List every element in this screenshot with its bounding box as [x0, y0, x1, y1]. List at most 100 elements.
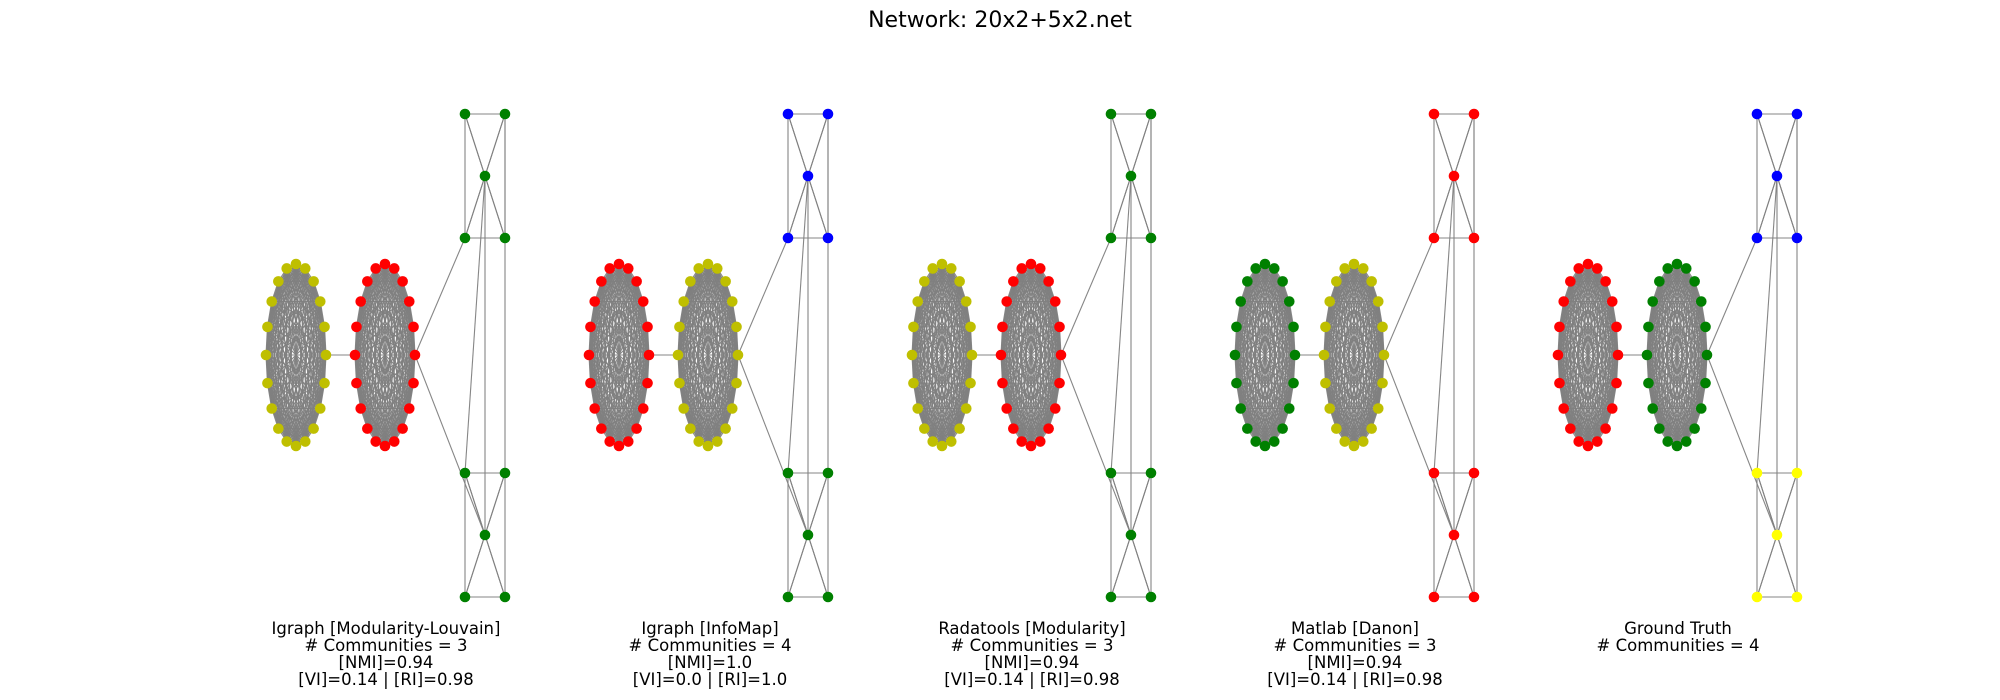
- node-clique-b: [1331, 423, 1342, 434]
- edge: [1234, 354, 1266, 447]
- edge: [932, 268, 973, 356]
- node-top-group: [782, 108, 794, 120]
- node-clique-a: [1573, 436, 1585, 447]
- edge: [1021, 268, 1041, 442]
- edge: [375, 268, 386, 447]
- edge: [698, 268, 709, 447]
- node-clique-b: [702, 440, 714, 452]
- edge: [677, 281, 691, 356]
- edge: [1255, 268, 1266, 447]
- edge: [677, 354, 709, 447]
- edge: [1776, 175, 1798, 239]
- node-clique-b: [1055, 349, 1067, 361]
- edge: [1255, 268, 1296, 356]
- node-clique-b: [403, 403, 415, 414]
- node-clique-a: [1283, 403, 1295, 414]
- edge: [594, 281, 602, 409]
- node-clique-b: [732, 349, 744, 361]
- edge: [1236, 382, 1284, 430]
- edge: [360, 301, 416, 356]
- node-bottom-group: [459, 467, 471, 479]
- node-clique-a: [314, 296, 326, 307]
- edge: [1605, 301, 1613, 429]
- node-clique-a: [1582, 440, 1594, 452]
- node-clique-a: [1288, 377, 1299, 389]
- edges: [911, 113, 1152, 598]
- node-clique-b: [997, 377, 1008, 389]
- node-clique-b: [1034, 436, 1046, 447]
- node-clique-a: [262, 321, 273, 333]
- edge: [354, 354, 386, 447]
- edge: [1433, 534, 1455, 598]
- edge: [1021, 268, 1060, 328]
- node-clique-a: [1259, 258, 1271, 270]
- node-clique-b: [674, 321, 685, 333]
- node-clique-a: [642, 321, 653, 333]
- edge: [1324, 326, 1346, 442]
- edge: [932, 268, 961, 429]
- node-clique-b: [1680, 436, 1692, 447]
- node-clique-a: [1558, 296, 1570, 307]
- node-bottom-group: [822, 591, 834, 603]
- node-top-group: [1105, 108, 1117, 120]
- node-clique-b: [1695, 296, 1707, 307]
- node-clique-b: [1378, 349, 1390, 361]
- node-clique-b: [1348, 258, 1360, 270]
- edge: [627, 382, 649, 442]
- edge: [1563, 281, 1571, 409]
- edge: [1344, 268, 1379, 302]
- panel-vi-ri: [VI]=0.14 | [RI]=0.98: [944, 670, 1120, 689]
- edge: [787, 175, 809, 239]
- edge: [1563, 301, 1619, 356]
- node-clique-a: [1600, 276, 1611, 287]
- node-clique-a: [613, 440, 625, 452]
- node-clique-b: [1034, 263, 1046, 274]
- node-clique-a: [596, 276, 607, 287]
- network-panel-2: [906, 108, 1157, 603]
- node-clique-a: [273, 276, 284, 287]
- node-clique-b: [1700, 377, 1711, 389]
- edge: [678, 268, 700, 328]
- edge: [360, 281, 368, 409]
- edge: [265, 281, 279, 356]
- edge: [636, 301, 644, 429]
- edge: [1648, 382, 1696, 430]
- edge: [1235, 268, 1257, 328]
- node-clique-b: [1054, 321, 1065, 333]
- edge: [1235, 268, 1257, 384]
- node-clique-b: [403, 296, 415, 307]
- node-clique-a: [637, 403, 649, 414]
- node-clique-b: [1700, 321, 1711, 333]
- node-clique-b: [1647, 296, 1659, 307]
- node-clique-a: [908, 377, 919, 389]
- edge: [678, 326, 700, 442]
- network-panel-0: [260, 108, 511, 603]
- node-top-group: [499, 108, 511, 120]
- edge: [1325, 382, 1373, 430]
- node-top-group: [479, 170, 491, 182]
- node-clique-b: [1016, 263, 1028, 274]
- node-clique-a: [1235, 296, 1247, 307]
- node-clique-a: [954, 423, 965, 434]
- node-clique-b: [1049, 296, 1061, 307]
- edge: [1110, 175, 1132, 239]
- edge: [355, 326, 377, 442]
- node-clique-a: [1611, 377, 1622, 389]
- edge: [277, 268, 288, 429]
- node-clique-b: [678, 403, 690, 414]
- edge: [737, 237, 789, 356]
- edge: [1264, 408, 1290, 447]
- edge: [1362, 382, 1384, 442]
- node-clique-b: [1680, 263, 1692, 274]
- node-bottom-group: [1751, 467, 1763, 479]
- node-clique-a: [260, 349, 272, 361]
- node-clique-a: [1231, 377, 1242, 389]
- edge: [1756, 175, 1778, 474]
- edge: [295, 408, 321, 447]
- edge: [313, 301, 321, 429]
- node-clique-a: [945, 436, 957, 447]
- node-clique-a: [1600, 423, 1611, 434]
- edge: [1240, 301, 1296, 356]
- node-clique-a: [290, 258, 302, 270]
- node-clique-a: [1565, 423, 1576, 434]
